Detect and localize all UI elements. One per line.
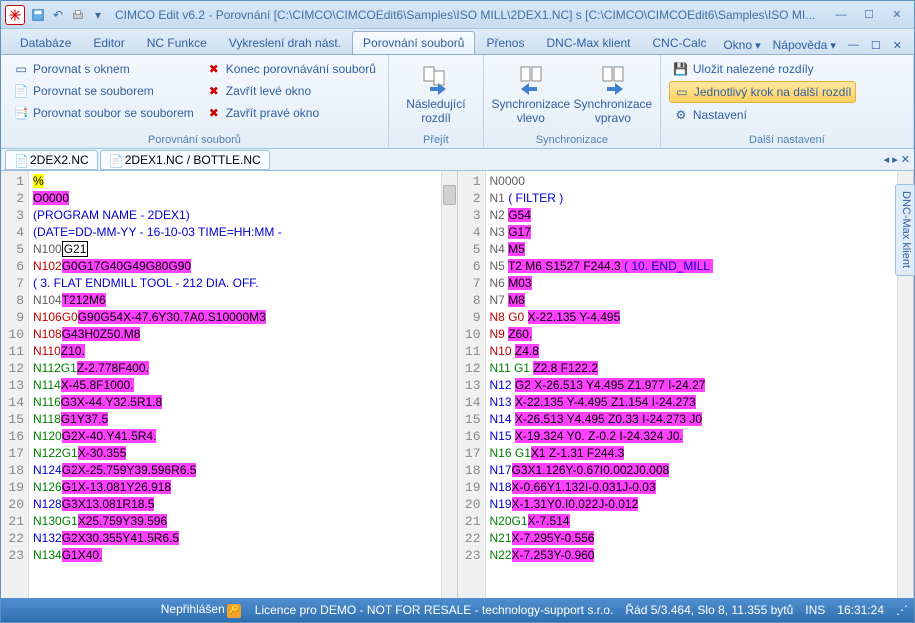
tab-cnccalc[interactable]: CNC-Calc [642,31,718,54]
tab-databaze[interactable]: Databáze [9,31,82,54]
tab-dncmax[interactable]: DNC-Max klient [535,31,641,54]
status-grip-icon[interactable]: ⋰ [896,603,908,617]
group-label: Synchronizace [492,132,652,146]
statusbar: Nepřihlášen🔑 Licence pro DEMO - NOT FOR … [1,598,914,622]
ribbon-restore-icon[interactable]: ☐ [867,37,885,54]
btn-sync-left[interactable]: Synchronizacevlevo [492,59,570,129]
qat-dropdown-icon[interactable]: ▾ [89,6,107,24]
btn-ulozit[interactable]: 💾Uložit nalezené rozdíly [669,59,856,79]
menu-okno[interactable]: Okno ▾ [719,36,764,54]
right-code[interactable]: N0000 N1 ( FILTER ) N2 G54 N3 G17 N4 M5 … [486,171,898,598]
tab-ncfunkce[interactable]: NC Funkce [136,31,218,54]
left-gutter: 1 2 3 4 5 6 7 8 9 10 11 12 13 14 15 16 1… [1,171,29,598]
save-icon: 💾 [673,61,689,77]
btn-krok[interactable]: ▭Jednotlivý krok na další rozdíl [669,81,856,103]
close-button[interactable]: ✕ [884,6,910,24]
x-red-icon: ✖ [206,61,222,77]
minimize-button[interactable]: — [828,6,854,24]
gear-icon: ⚙ [673,107,689,123]
tab-porovnani[interactable]: Porovnání souborů [352,31,475,54]
sync-right-icon [597,63,629,95]
btn-nastaveni[interactable]: ⚙Nastavení [669,105,856,125]
btn-nasledujici[interactable]: Následujícírozdíl [397,59,475,129]
doc-tab-2[interactable]: 📄2DEX1.NC / BOTTLE.NC [100,150,270,170]
app-icon [5,5,25,25]
right-pane: 1 2 3 4 5 6 7 8 9 10 11 12 13 14 15 16 1… [458,171,915,598]
window-title: CIMCO Edit v6.2 - Porovnání [C:\CIMCO\CI… [115,8,828,22]
titlebar: ↶ ▾ CIMCO Edit v6.2 - Porovnání [C:\CIMC… [1,1,914,29]
doc-icon: 📄 [109,154,121,166]
btn-konec[interactable]: ✖Konec porovnávání souborů [202,59,380,79]
ribbon-minimize-icon[interactable]: — [844,37,863,53]
window-icon: ▭ [13,61,29,77]
status-license: Licence pro DEMO - NOT FOR RESALE - tech… [255,603,614,617]
left-scrollbar[interactable] [441,171,457,598]
status-ins: INS [805,603,825,617]
group-label: Další nastavení [669,132,905,146]
btn-zavrit-prave[interactable]: ✖Zavřít pravé okno [202,103,380,123]
sync-left-icon [515,63,547,95]
doc-tab-nav[interactable]: ◂ ▸ ✕ [884,153,910,166]
sidebar-tab-dncmax[interactable]: DNC-Max klient [895,184,915,276]
menu-napoveda[interactable]: Nápověda ▾ [769,36,840,54]
status-login: Nepřihlášen🔑 [161,602,243,618]
files-icon: 📑 [13,105,29,121]
btn-zavrit-leve[interactable]: ✖Zavřít levé okno [202,81,380,101]
status-pos: Řád 5/3.464, Slo 8, 11.355 bytů [625,603,793,617]
qat-print-icon[interactable] [69,6,87,24]
maximize-button[interactable]: ☐ [856,6,882,24]
qat-save-icon[interactable] [29,6,47,24]
step-icon: ▭ [674,84,690,100]
doc-icon: 📄 [14,154,26,166]
left-code[interactable]: % O0000 (PROGRAM NAME - 2DEX1) (DATE=DD-… [29,171,441,598]
btn-porovnat-ss[interactable]: 📑Porovnat soubor se souborem [9,103,198,123]
btn-porovnat-okno[interactable]: ▭Porovnat s oknem [9,59,198,79]
tab-prenos[interactable]: Přenos [475,31,535,54]
btn-sync-right[interactable]: Synchronizacevpravo [574,59,652,129]
key-icon: 🔑 [227,604,241,618]
group-label: Porovnání souborů [9,132,380,146]
pages-arrow-icon [420,63,452,95]
right-gutter: 1 2 3 4 5 6 7 8 9 10 11 12 13 14 15 16 1… [458,171,486,598]
group-label: Přejít [397,132,475,146]
ribbon: ▭Porovnat s oknem 📄Porovnat se souborem … [1,55,914,149]
tab-editor[interactable]: Editor [82,31,135,54]
ribbon-tabstrip: Databáze Editor NC Funkce Vykreslení dra… [1,29,914,55]
btn-porovnat-soubor[interactable]: 📄Porovnat se souborem [9,81,198,101]
status-time: 16:31:24 [837,603,884,617]
left-pane: 1 2 3 4 5 6 7 8 9 10 11 12 13 14 15 16 1… [1,171,458,598]
file-icon: 📄 [13,83,29,99]
ribbon-close-icon[interactable]: ✕ [889,37,906,54]
x-red-icon: ✖ [206,105,222,121]
doc-tabs: 📄2DEX2.NC 📄2DEX1.NC / BOTTLE.NC ◂ ▸ ✕ [1,149,914,171]
editor-area: 1 2 3 4 5 6 7 8 9 10 11 12 13 14 15 16 1… [1,171,914,598]
tab-vykresleni[interactable]: Vykreslení drah nást. [218,31,352,54]
qat-undo-icon[interactable]: ↶ [49,6,67,24]
x-red-icon: ✖ [206,83,222,99]
doc-tab-1[interactable]: 📄2DEX2.NC [5,150,98,170]
